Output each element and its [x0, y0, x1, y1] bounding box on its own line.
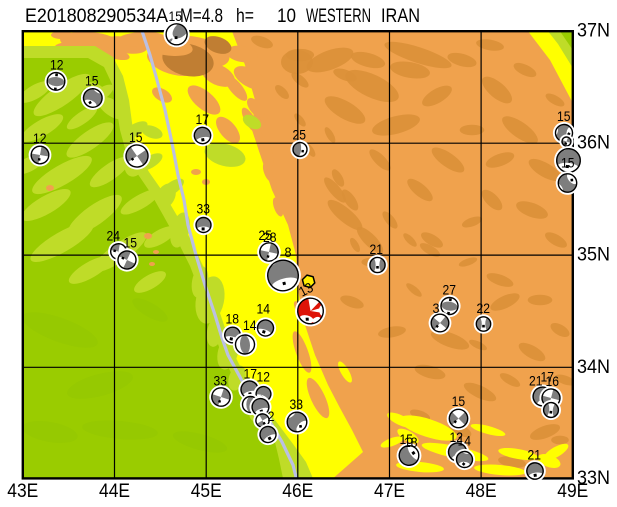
- svg-text:33: 33: [290, 396, 304, 412]
- svg-text:M=4.8: M=4.8: [180, 6, 223, 27]
- svg-text:45E: 45E: [191, 481, 222, 502]
- svg-text:17: 17: [541, 369, 555, 385]
- svg-text:22: 22: [477, 300, 491, 316]
- svg-text:14: 14: [458, 433, 472, 449]
- svg-text:25: 25: [293, 127, 307, 143]
- svg-text:8: 8: [285, 244, 292, 260]
- svg-text:49E: 49E: [557, 481, 588, 502]
- svg-text:21: 21: [370, 241, 384, 257]
- svg-text:35N: 35N: [577, 245, 610, 266]
- svg-text:15: 15: [400, 431, 414, 447]
- svg-text:33: 33: [214, 373, 228, 389]
- svg-text:14: 14: [243, 317, 257, 333]
- svg-text:21: 21: [528, 447, 542, 463]
- svg-text:34N: 34N: [577, 357, 610, 378]
- svg-text:47E: 47E: [374, 481, 405, 502]
- svg-text:33: 33: [197, 201, 211, 217]
- svg-text:15: 15: [124, 235, 138, 251]
- svg-text:WESTERN: WESTERN: [306, 6, 371, 27]
- svg-text:21: 21: [529, 373, 543, 389]
- svg-text:37N: 37N: [577, 21, 610, 42]
- svg-text:48E: 48E: [466, 481, 497, 502]
- svg-text:12: 12: [50, 56, 64, 72]
- svg-text:15: 15: [557, 108, 571, 124]
- svg-text:24: 24: [107, 228, 121, 244]
- svg-text:15: 15: [85, 73, 99, 89]
- svg-text:25: 25: [259, 227, 273, 243]
- svg-text:46E: 46E: [282, 481, 313, 502]
- svg-text:3: 3: [433, 300, 440, 316]
- svg-text:12: 12: [257, 369, 271, 385]
- svg-text:16: 16: [546, 373, 560, 389]
- svg-text:IRAN: IRAN: [381, 6, 420, 27]
- svg-text:28: 28: [263, 229, 277, 245]
- svg-text:15: 15: [561, 155, 575, 171]
- svg-text:13: 13: [296, 279, 316, 300]
- svg-text:12: 12: [450, 429, 464, 445]
- svg-text:27: 27: [443, 282, 457, 298]
- svg-text:15: 15: [169, 8, 183, 24]
- svg-text:10: 10: [277, 6, 296, 27]
- svg-text:15: 15: [452, 393, 466, 409]
- svg-text:43E: 43E: [7, 481, 38, 502]
- svg-text:18: 18: [226, 311, 240, 327]
- svg-text:44E: 44E: [99, 481, 130, 502]
- svg-text:14: 14: [257, 301, 271, 317]
- svg-text:18: 18: [404, 434, 418, 450]
- svg-text:36N: 36N: [577, 133, 610, 154]
- svg-text:17: 17: [244, 366, 258, 382]
- svg-text:12: 12: [33, 130, 47, 146]
- svg-text:h=: h=: [236, 6, 254, 27]
- svg-text:E201808290534A: E201808290534A: [25, 6, 168, 27]
- svg-text:15: 15: [129, 129, 143, 145]
- svg-text:2: 2: [268, 408, 275, 424]
- svg-text:17: 17: [196, 111, 210, 127]
- svg-text:33N: 33N: [577, 468, 610, 489]
